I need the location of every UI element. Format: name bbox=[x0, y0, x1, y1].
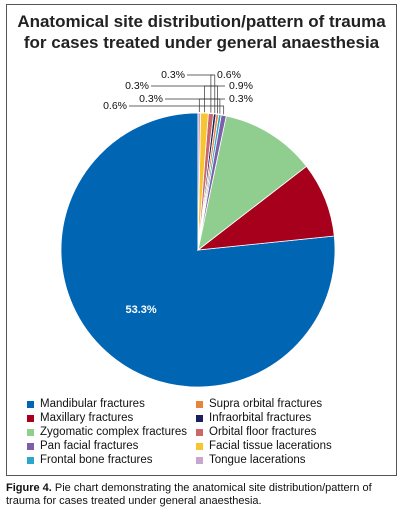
legend-label: Facial tissue lacerations bbox=[209, 440, 332, 452]
legend-swatch bbox=[196, 429, 203, 436]
leader-line-orbital-floor-fractures bbox=[210, 74, 213, 113]
legend-swatch bbox=[27, 443, 34, 450]
leader-line-pan-facial-fractures bbox=[129, 105, 225, 115]
chart-frame: Anatomical site distribution/pattern of … bbox=[6, 4, 397, 476]
leader-line-facial-tissue-lacerations bbox=[204, 85, 225, 113]
legend-item-tongue-lacerations: Tongue lacerations bbox=[196, 453, 376, 467]
legend-label: Supra orbital fractures bbox=[209, 398, 323, 410]
legend-label: Mandibular fractures bbox=[40, 398, 145, 410]
legend-label: Frontal bone fractures bbox=[40, 454, 153, 466]
legend-label: Pan facial fractures bbox=[40, 440, 139, 452]
legend-item-pan-facial-fractures: Pan facial fractures bbox=[27, 439, 190, 453]
figure-caption: Figure 4. Pie chart demonstrating the an… bbox=[6, 482, 401, 508]
legend-item-infraorbital-fractures: Infraorbital fractures bbox=[196, 411, 376, 425]
legend-item-facial-tissue-lacerations: Facial tissue lacerations bbox=[196, 439, 376, 453]
legend-label: Tongue lacerations bbox=[209, 454, 306, 466]
legend-label: Zygomatic complex fractures bbox=[40, 426, 187, 438]
slice-label-orbital-floor-fractures: 0.6% bbox=[217, 69, 241, 81]
pie-slice-zygomatic-complex-fractures bbox=[197, 115, 308, 251]
legend-swatch bbox=[27, 457, 34, 464]
legend-item-orbital-floor-fractures: Orbital floor fractures bbox=[196, 425, 376, 439]
leader-line-infraorbital-fractures bbox=[187, 74, 216, 113]
slice-label-frontal-bone-fractures: 0.3% bbox=[139, 93, 163, 105]
slice-label-infraorbital-fractures: 0.3% bbox=[161, 69, 185, 81]
legend-item-supra-orbital-fractures: Supra orbital fractures bbox=[196, 397, 376, 411]
legend-label: Orbital floor fractures bbox=[209, 426, 317, 438]
legend-label: Infraorbital fractures bbox=[209, 412, 312, 424]
legend-swatch bbox=[196, 415, 203, 422]
legend-label: Maxillary fractures bbox=[40, 412, 134, 424]
leader-line-frontal-bone-fractures bbox=[165, 98, 221, 114]
pie-slice-tongue-lacerations bbox=[197, 112, 201, 251]
legend-item-maxillary-fractures: Maxillary fractures bbox=[27, 411, 190, 425]
chart-legend: Mandibular fractures Supra orbital fractu… bbox=[27, 397, 387, 467]
figure-label: Figure 4. bbox=[6, 482, 52, 494]
legend-item-frontal-bone-fractures: Frontal bone fractures bbox=[27, 453, 190, 467]
legend-item-mandibular-fractures: Mandibular fractures bbox=[27, 397, 190, 411]
chart-title: Anatomical site distribution/pattern of … bbox=[17, 12, 386, 52]
pie-chart: 53.3%0.6%0.3%0.3%0.3% 0.6%0.9%0.3% bbox=[60, 69, 336, 388]
slice-label-mandibular-fractures: 53.3% bbox=[125, 304, 156, 316]
legend-swatch bbox=[27, 415, 34, 422]
legend-item-zygomatic-complex-fractures: Zygomatic complex fractures bbox=[27, 425, 190, 439]
legend-swatch bbox=[196, 443, 203, 450]
slice-label-supra-orbital-fractures: 0.3% bbox=[125, 80, 149, 92]
legend-swatch bbox=[27, 401, 34, 408]
legend-swatch bbox=[196, 401, 203, 408]
leader-line-tongue-lacerations bbox=[198, 98, 225, 112]
slice-label-pan-facial-fractures: 0.6% bbox=[103, 100, 127, 112]
legend-swatch bbox=[196, 457, 203, 464]
legend-swatch bbox=[27, 429, 34, 436]
slice-label-tongue-lacerations: 0.3% bbox=[229, 93, 253, 105]
caption-text: Pie chart demonstrating the anatomical s… bbox=[6, 482, 372, 507]
slice-label-facial-tissue-lacerations: 0.9% bbox=[229, 80, 253, 92]
